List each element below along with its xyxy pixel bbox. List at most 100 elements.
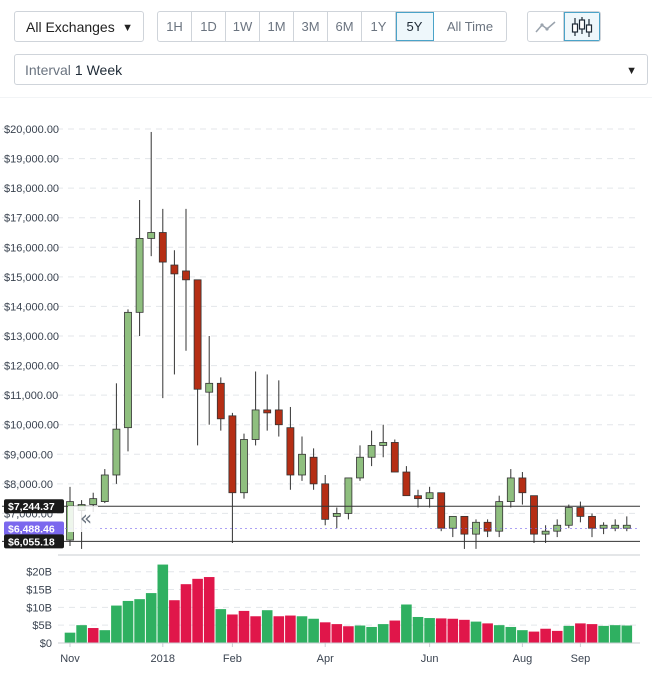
candle — [332, 507, 341, 529]
interval-dropdown[interactable]: Interval 1 Week ▼ — [14, 54, 648, 85]
candle — [367, 430, 376, 467]
candle — [530, 495, 538, 543]
candle — [124, 309, 132, 452]
volume-bar — [389, 620, 401, 643]
candle-body — [193, 279, 202, 390]
range-button-1m[interactable]: 1M — [260, 12, 294, 41]
chevron-down-icon: ▼ — [626, 65, 637, 77]
candle-body — [530, 495, 538, 535]
candlestick-icon — [571, 16, 593, 37]
candle-body — [460, 515, 469, 535]
volume-bar — [192, 578, 203, 643]
price-tick-label: $8,000.00 — [4, 479, 53, 491]
candle-body — [437, 492, 446, 529]
scroll-left-button[interactable]: « — [68, 506, 98, 532]
candle — [147, 131, 156, 257]
volume-bar — [331, 624, 343, 643]
volume-bar — [169, 600, 180, 643]
candle — [263, 374, 272, 431]
candle-body — [182, 270, 190, 281]
range-button-6m[interactable]: 6M — [328, 12, 362, 41]
range-button-1h[interactable]: 1H — [158, 12, 192, 41]
candle — [518, 472, 527, 505]
candle — [576, 501, 585, 523]
volume-bar — [215, 609, 227, 643]
line-chart-button[interactable] — [528, 12, 565, 41]
candle — [390, 439, 399, 473]
price-tick-label: $10,000.00 — [4, 420, 59, 432]
volume-bar — [517, 630, 528, 643]
candle — [298, 436, 306, 481]
last-price-tag: $6,488.46 — [4, 521, 64, 536]
volume-bar — [377, 624, 389, 643]
candle — [483, 519, 492, 538]
volume-bar — [308, 618, 319, 643]
candle — [216, 377, 225, 431]
candle — [158, 208, 167, 399]
exchange-dropdown[interactable]: All Exchanges ▼ — [14, 11, 144, 42]
volume-bar — [470, 621, 482, 643]
volume-tick-label: $0 — [40, 638, 52, 650]
candle — [205, 336, 214, 425]
low-price-tag: $6,055.18 — [4, 534, 64, 549]
price-tick-label: $18,000.00 — [4, 183, 59, 195]
volume-bar — [319, 622, 331, 643]
candle-body — [251, 409, 260, 440]
candle-body — [611, 524, 620, 529]
x-tick-label: Nov — [60, 653, 80, 665]
candle-body — [553, 524, 562, 532]
line-chart-icon — [534, 20, 555, 32]
candle-body — [379, 442, 388, 446]
volume-bar — [203, 577, 215, 643]
volume-bar — [285, 615, 296, 643]
candle-body — [112, 428, 121, 476]
chevron-left-icon: « — [80, 506, 92, 530]
candle — [344, 477, 353, 520]
volume-bar — [540, 628, 551, 643]
candle — [309, 448, 318, 490]
candle-body — [147, 232, 156, 239]
volume-bar — [575, 623, 586, 643]
volume-bar — [238, 610, 250, 643]
candle-body — [506, 477, 515, 503]
candle-body — [286, 427, 295, 476]
exchange-dropdown-label: All Exchanges — [26, 18, 115, 35]
volume-bar — [598, 625, 609, 643]
candle — [472, 519, 480, 549]
candle — [240, 433, 248, 499]
x-tick-label: Sep — [571, 653, 591, 665]
range-button-3m[interactable]: 3M — [294, 12, 328, 41]
price-tick-label: $14,000.00 — [4, 301, 59, 313]
candle-body — [344, 477, 353, 514]
range-button-all-time[interactable]: All Time — [446, 19, 494, 34]
candle — [182, 208, 190, 351]
range-button-1d[interactable]: 1D — [192, 12, 226, 41]
candle — [112, 383, 121, 484]
price-tick-label: $16,000.00 — [4, 242, 59, 254]
candle — [170, 250, 179, 375]
price-tick-label: $17,000.00 — [4, 213, 59, 225]
volume-bar — [586, 624, 598, 643]
range-button-5y[interactable]: 5Y — [396, 12, 434, 41]
candle — [564, 504, 573, 529]
range-button-1y[interactable]: 1Y — [362, 12, 396, 41]
candle — [193, 279, 202, 446]
candle-body — [205, 382, 214, 393]
volume-bar — [505, 626, 517, 643]
high-price-tag: $7,244.37 — [4, 499, 64, 514]
high-price-tag-bg — [4, 499, 64, 514]
price-tick-label: $12,000.00 — [4, 361, 59, 373]
volume-bar — [273, 616, 285, 643]
candle-body — [367, 445, 376, 458]
volume-bar — [528, 631, 540, 643]
volume-bar — [87, 628, 99, 643]
candlestick-button[interactable] — [564, 12, 600, 41]
candle — [541, 525, 550, 543]
last-price-tag-text: $6,488.46 — [8, 524, 55, 536]
interval-value: 1 Week — [74, 61, 123, 78]
last-price-tag-bg — [4, 521, 64, 536]
range-button-1w[interactable]: 1W — [226, 12, 260, 41]
candle-body — [472, 521, 480, 535]
candle — [100, 469, 109, 504]
x-tick-label: 2018 — [151, 653, 175, 665]
